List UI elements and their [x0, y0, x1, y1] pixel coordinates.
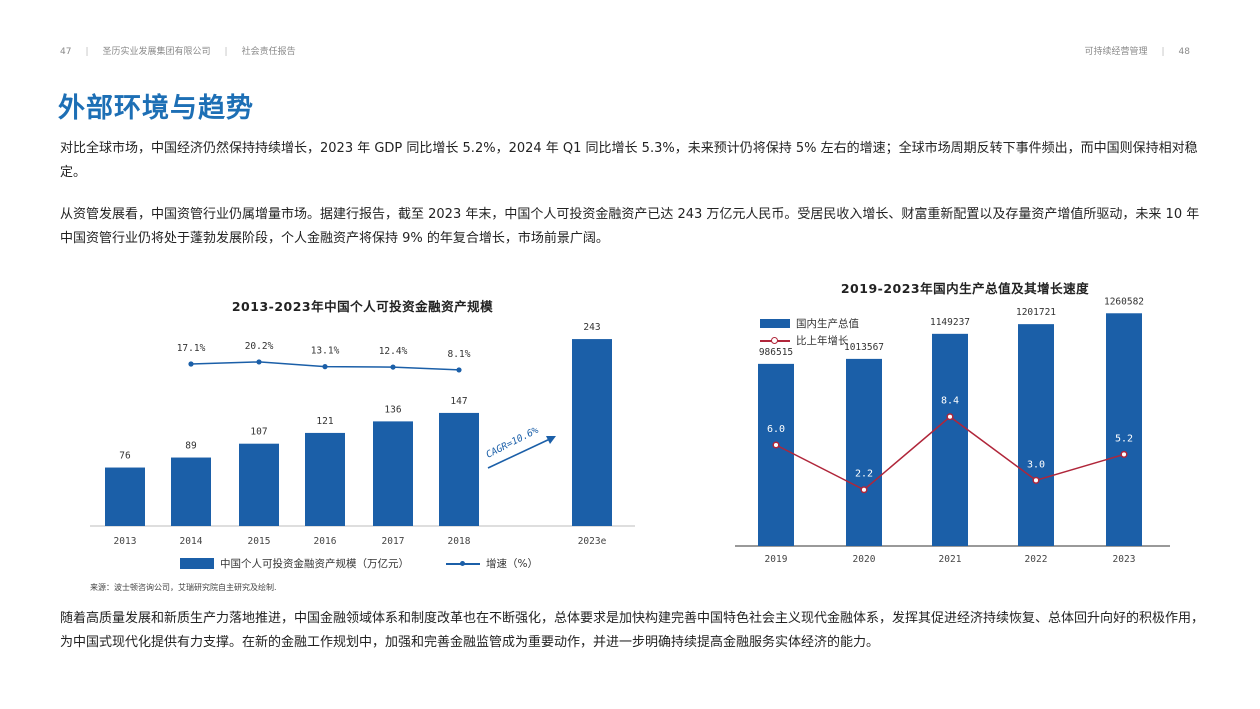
- legend-line-series: 增速（%）: [446, 556, 538, 571]
- growth-label: 6.0: [767, 424, 785, 435]
- bar-2022: [1018, 324, 1054, 546]
- bar-value-label-2022: 1201721: [1016, 307, 1056, 318]
- legend-bar-swatch: [180, 558, 214, 569]
- investable-assets-plot: 76 2013 89 2014 107 2015 121 2016 136 2017 147 2018…: [90, 322, 635, 547]
- bar-value-label-2021: 1149237: [930, 317, 970, 328]
- legend-line-swatch: [760, 335, 790, 346]
- legend-bar-label: 中国个人可投资金融资产规模（万亿元）: [220, 558, 409, 570]
- growth-label: 20.2%: [245, 341, 274, 352]
- right-page-number: 48: [1178, 47, 1190, 57]
- bar-2016: [305, 432, 345, 526]
- growth-point: [946, 413, 954, 421]
- paragraph-financial-reform: 随着高质量发展和新质生产力落地推进，中国金融领域体系和制度改革也在不断强化，总体…: [60, 611, 1205, 650]
- x-tick-label-2023: 2023: [1113, 554, 1136, 565]
- legend-bar-swatch: [760, 319, 790, 328]
- growth-label: 3.0: [1027, 459, 1045, 470]
- page-title: 外部环境与趋势: [58, 93, 254, 124]
- bar-2013: [105, 467, 145, 526]
- x-tick-label-2016: 2016: [314, 536, 337, 547]
- growth-label: 5.2: [1115, 433, 1133, 444]
- x-tick-label-2013: 2013: [114, 536, 137, 547]
- bar-2017: [373, 421, 413, 526]
- chart-title: 2019-2023年国内生产总值及其增长速度: [840, 281, 1090, 296]
- bar-2023e: [572, 339, 612, 526]
- paragraph-asset-management: 从资管发展看，中国资管行业仍属增量市场。据建行报告，截至 2023 年末，中国个…: [60, 207, 1200, 246]
- source-note: 来源：波士顿咨询公司，艾瑞研究院自主研究及绘制.: [90, 583, 277, 592]
- bar-2023: [1106, 313, 1142, 546]
- x-tick-label-2020: 2020: [853, 554, 876, 565]
- x-tick-label-2022: 2022: [1025, 554, 1048, 565]
- bar-2021: [932, 333, 968, 546]
- bar-2015: [239, 443, 279, 526]
- bar-value-label-2014: 89: [185, 441, 197, 452]
- bar-value-label-2017: 136: [384, 404, 401, 415]
- gdp-plot: 986515 2019 1013567 2020 1149237 2021 1201721 2…: [735, 296, 1170, 565]
- growth-point: [1032, 476, 1040, 484]
- legend-bar-series: 中国个人可投资金融资产规模（万亿元）: [180, 556, 409, 571]
- bar-value-label-2023e: 243: [583, 322, 600, 333]
- gdp-chart: 2019-2023年国内生产总值及其增长速度 986515 2019 1013567…: [730, 272, 1200, 572]
- section-name: 可持续经营管理: [1084, 47, 1148, 57]
- company-name: 圣历实业发展集团有限公司: [102, 47, 211, 57]
- bar-value-label-2016: 121: [316, 416, 333, 427]
- growth-label: 8.1%: [448, 349, 471, 360]
- growth-point: [322, 364, 328, 370]
- x-tick-label-2015: 2015: [248, 536, 271, 547]
- bar-value-label-2019: 986515: [759, 347, 793, 358]
- legend-line-label: 比上年增长: [796, 335, 849, 347]
- bar-value-label-2013: 76: [119, 451, 131, 462]
- x-tick-label-2018: 2018: [448, 536, 471, 547]
- cagr-arrow-head: [546, 436, 556, 444]
- x-tick-label-2023e: 2023e: [578, 536, 607, 547]
- legend-line-label: 增速（%）: [486, 558, 538, 570]
- growth-point: [256, 359, 262, 365]
- legend-line-swatch: [446, 558, 480, 569]
- growth-point: [390, 364, 396, 370]
- bar-value-label-2015: 107: [250, 427, 267, 438]
- growth-label: 17.1%: [177, 343, 206, 354]
- left-page-number: 47: [60, 47, 72, 57]
- header-right: 可持续经营管理 | 48: [1084, 47, 1190, 57]
- growth-point: [456, 367, 462, 373]
- growth-point: [188, 361, 194, 367]
- x-tick-label-2017: 2017: [382, 536, 405, 547]
- cagr-label: CAGR=10.6%: [484, 425, 540, 461]
- bar-2018: [439, 412, 479, 526]
- legend-bar-label: 国内生产总值: [796, 318, 859, 330]
- growth-label: 13.1%: [311, 346, 340, 357]
- growth-label: 12.4%: [379, 346, 408, 357]
- header-left: 47 | 圣历实业发展集团有限公司 | 社会责任报告: [60, 47, 296, 57]
- x-tick-label-2019: 2019: [765, 554, 788, 565]
- x-tick-label-2014: 2014: [180, 536, 203, 547]
- growth-point: [860, 486, 868, 494]
- bar-2014: [171, 457, 211, 526]
- growth-label: 8.4: [941, 396, 959, 407]
- x-tick-label-2021: 2021: [939, 554, 962, 565]
- paragraph-global-market: 对比全球市场，中国经济仍然保持持续增长，2023 年 GDP 同比增长 5.2%…: [60, 141, 1198, 180]
- bar-2020: [846, 358, 882, 546]
- bar-value-label-2018: 147: [450, 396, 467, 407]
- growth-point: [772, 441, 780, 449]
- bar-2019: [758, 363, 794, 546]
- growth-point: [1120, 450, 1128, 458]
- legend-gdp-bar: 国内生产总值: [760, 316, 859, 331]
- chart-title: 2013-2023年中国个人可投资金融资产规模: [231, 299, 494, 314]
- investable-assets-chart: 2013-2023年中国个人可投资金融资产规模 76 2013 89 2014 107 2…: [90, 290, 635, 578]
- bar-value-label-2023: 1260582: [1104, 296, 1144, 307]
- growth-label: 2.2: [855, 469, 873, 480]
- cagr-arrow-line: [487, 437, 553, 469]
- legend-growth-line: 比上年增长: [760, 333, 849, 348]
- report-name: 社会责任报告: [241, 47, 296, 57]
- bar-value-label-2020: 1013567: [844, 342, 884, 353]
